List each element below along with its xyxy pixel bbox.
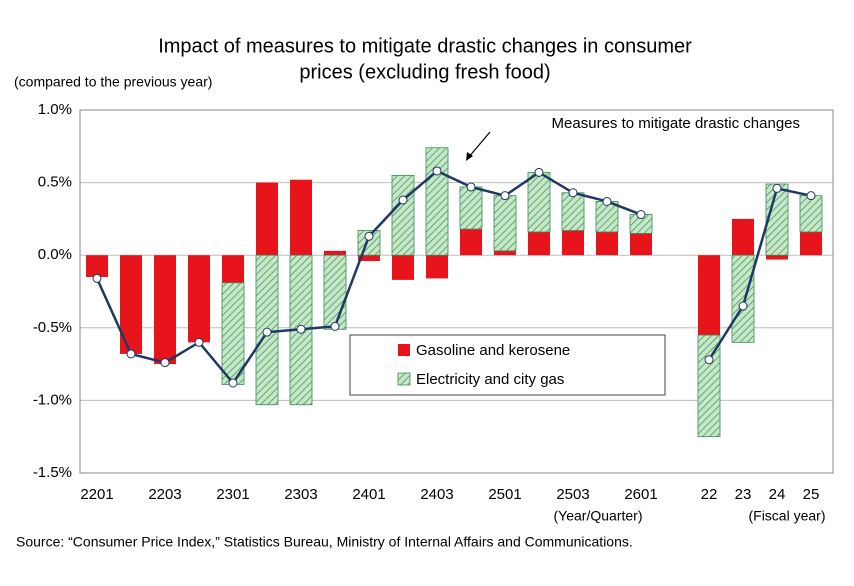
bar-gasoline <box>256 182 278 256</box>
x-tick-label: 2501 <box>488 486 521 503</box>
total-marker <box>330 321 340 331</box>
total-marker <box>296 324 306 334</box>
bar-gasoline <box>494 250 516 256</box>
bar-electricity <box>697 334 721 438</box>
x-tick-label: 2601 <box>624 486 657 503</box>
total-marker <box>772 183 782 193</box>
total-marker <box>364 231 374 241</box>
x-tick-label: 2303 <box>284 486 317 503</box>
bar-gasoline <box>86 255 108 277</box>
bar-electricity <box>459 186 483 230</box>
bar-electricity <box>527 172 551 233</box>
y-tick-label: -1.0% <box>33 391 72 408</box>
total-marker <box>500 191 510 201</box>
y-tick-label: -1.5% <box>33 464 72 481</box>
total-marker <box>194 337 204 347</box>
x-tick-label: 2201 <box>80 486 113 503</box>
bar-electricity <box>493 195 517 252</box>
bar-electricity <box>323 254 347 330</box>
bar-gasoline <box>596 231 618 256</box>
bar-gasoline <box>392 255 414 280</box>
bar-gasoline <box>188 255 210 343</box>
x-tick-label: 2503 <box>556 486 589 503</box>
total-marker <box>806 191 816 201</box>
bar-electricity <box>425 147 449 256</box>
total-marker <box>534 167 544 177</box>
total-marker <box>636 210 646 220</box>
x-tick-label: 22 <box>701 486 718 503</box>
total-marker <box>568 188 578 198</box>
legend-swatch <box>397 372 411 386</box>
bar-electricity <box>391 174 415 256</box>
bar-electricity <box>561 192 585 231</box>
total-marker <box>228 378 238 388</box>
bar-electricity <box>765 183 789 256</box>
total-marker <box>92 273 102 283</box>
bar-gasoline <box>732 218 754 256</box>
bar-electricity <box>799 195 823 233</box>
source: Source: “Consumer Price Index,” Statisti… <box>16 534 633 550</box>
y-axis-label: (compared to the previous year) <box>14 74 212 90</box>
total-marker <box>704 355 714 365</box>
bar-gasoline <box>154 255 176 365</box>
x-tick-label: 2403 <box>420 486 453 503</box>
x-tick-label: 25 <box>803 486 820 503</box>
bar-gasoline <box>698 255 720 336</box>
x-note: (Year/Quarter) <box>554 508 643 524</box>
total-marker <box>160 358 170 368</box>
bar-gasoline <box>426 255 448 279</box>
chart-title: prices (excluding fresh food) <box>299 61 550 83</box>
x-tick-label: 2301 <box>216 486 249 503</box>
x-tick-label: 23 <box>735 486 752 503</box>
legend-label: Gasoline and kerosene <box>416 342 570 359</box>
annotation-arrow <box>467 131 491 159</box>
annotation-arrowhead <box>466 152 473 161</box>
total-marker <box>398 195 408 205</box>
total-marker <box>126 349 136 359</box>
annotation: Measures to mitigate drastic changes <box>552 115 800 132</box>
bar-gasoline <box>766 255 788 260</box>
y-tick-label: 1.0% <box>38 101 72 118</box>
bar-gasoline <box>562 230 584 256</box>
bar-gasoline <box>222 255 244 283</box>
y-tick-label: -0.5% <box>33 319 72 336</box>
bar-gasoline <box>290 179 312 256</box>
x-note: (Fiscal year) <box>748 508 825 524</box>
bar-gasoline <box>358 255 380 262</box>
y-tick-label: 0.0% <box>38 246 72 263</box>
bar-electricity <box>595 201 619 233</box>
bar-gasoline <box>324 250 346 256</box>
bar-gasoline <box>528 231 550 256</box>
total-marker <box>738 301 748 311</box>
x-tick-label: 2203 <box>148 486 181 503</box>
total-line <box>707 186 812 361</box>
bar-gasoline <box>800 231 822 256</box>
bar-gasoline <box>460 229 482 256</box>
bar-electricity <box>731 254 755 343</box>
total-marker <box>262 327 272 337</box>
legend-swatch <box>398 344 410 356</box>
chart-title: Impact of measures to mitigate drastic c… <box>158 35 692 57</box>
x-tick-label: 2401 <box>352 486 385 503</box>
total-marker <box>466 182 476 192</box>
bar-gasoline <box>630 233 652 256</box>
y-tick-label: 0.5% <box>38 174 72 191</box>
legend-label: Electricity and city gas <box>416 371 564 388</box>
total-marker <box>602 196 612 206</box>
bar-gasoline <box>120 255 142 354</box>
bars <box>86 147 823 438</box>
bar-electricity <box>221 282 245 385</box>
plot-border <box>79 109 834 474</box>
x-tick-label: 24 <box>769 486 786 503</box>
total-marker <box>432 166 442 176</box>
